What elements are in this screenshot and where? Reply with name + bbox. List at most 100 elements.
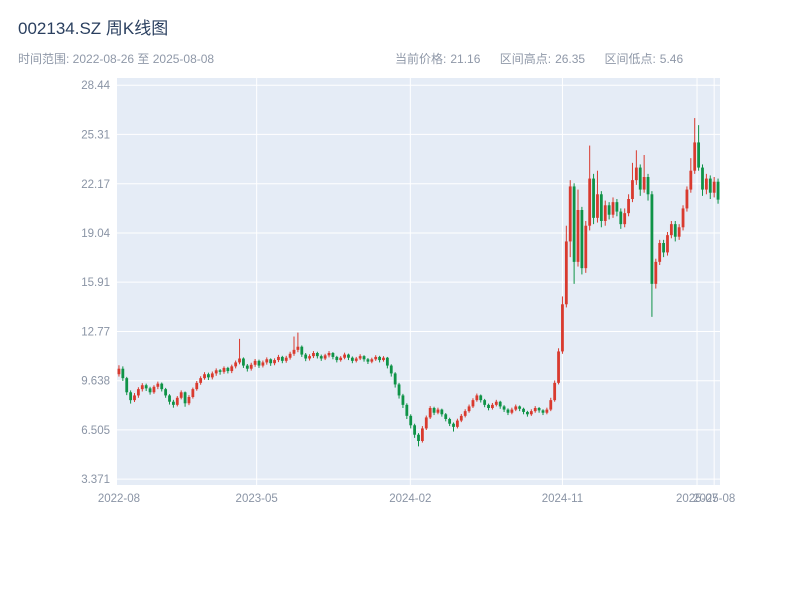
candle-body [347,354,350,358]
candle-body [226,367,230,372]
candle-body [561,304,564,352]
candle-body [436,409,440,413]
candle-body [175,397,179,405]
candle-body [658,243,662,262]
candle-body [323,355,327,359]
stat-label: 区间高点: [499,52,552,66]
candle-body [319,356,323,359]
candle-body [378,356,381,361]
candle-body [164,389,168,396]
candle-body [350,357,354,361]
x-tick-label: 2025-07 [676,493,718,505]
stat-range-low: 区间低点: 5.46 [604,52,683,66]
price-stats: 当前价格: 21.16 区间高点: 26.35 区间低点: 5.46 [395,50,699,67]
y-tick-label: 6.505 [81,425,110,437]
candle-body [537,408,541,411]
candle-body [304,354,308,359]
candle-body [144,385,148,389]
candle-body [510,409,514,413]
candle-body [195,382,199,390]
x-tick-label: 2023-05 [236,493,278,505]
candle-body [576,210,580,262]
candle-body [218,370,222,372]
candle-body [471,400,475,407]
candle-body [448,419,452,424]
candle-body [650,194,654,284]
candle-body [646,177,650,195]
candle-body [642,177,646,190]
candle-body [522,408,525,412]
candle-body [366,359,370,362]
stat-range-high: 区间高点: 26.35 [500,52,585,66]
candle-body [183,392,187,404]
stat-current-price: 当前价格: 21.16 [395,52,480,66]
candle-body [553,382,557,401]
candle-body [385,357,389,366]
candle-body [615,202,619,212]
candle-body [467,406,471,412]
candle-body [343,354,346,358]
candle-body [117,368,121,375]
candle-body [284,357,288,361]
candle-body [603,205,607,221]
candle-body [607,205,611,215]
candle-body [269,359,273,364]
candlestick-series[interactable] [117,118,720,447]
candle-body [623,213,627,225]
candle-body [592,178,595,218]
page-title: 002134.SZ 周K线图 [18,19,169,38]
candle-body [265,359,269,363]
candle-body [475,395,479,401]
plot-area[interactable] [117,78,720,485]
candle-body [168,395,171,402]
candle-body [230,366,234,372]
y-tick-label: 19.04 [81,228,110,240]
candle-body [502,406,506,410]
candle-body [689,170,693,190]
candle-body [662,243,665,253]
candle-body [557,351,560,383]
candle-body [339,357,343,361]
candle-body [277,356,280,361]
candle-body [712,181,716,193]
candle-body [121,368,125,379]
x-tick-label: 2025-08 [693,493,735,505]
candle-body [249,364,253,369]
candle-body [545,409,549,413]
candle-body [234,362,238,367]
candlestick-chart[interactable]: 28.44 25.31 22.17 19.04 15.91 12.77 9.638 6.505… [0,70,800,590]
candle-body [172,401,175,405]
y-tick-label: 25.31 [81,129,110,141]
candle-body [564,241,568,305]
candle-body [253,360,257,365]
candle-body [432,408,436,413]
candle-body [708,178,712,193]
candle-body [409,415,413,426]
candle-body [273,360,276,364]
candle-body [315,353,319,357]
candle-body [308,356,311,359]
x-tick-label: 2022-08 [98,493,140,505]
candle-body [588,178,592,226]
candle-body [203,374,206,379]
candle-body [129,392,133,401]
stat-value: 5.46 [659,52,684,66]
candle-body [187,397,191,404]
candle-body [210,373,214,378]
x-tick-label: 2024-11 [542,493,583,505]
candle-body [584,225,588,269]
candle-body [312,353,315,357]
candle-body [456,420,459,427]
candle-body [529,411,533,415]
candle-body [424,417,428,429]
candle-body [288,353,292,358]
candle-body [354,358,358,361]
candle-body [238,358,241,363]
candle-body [526,411,529,415]
candle-body [148,388,152,393]
candle-body [214,370,218,374]
candle-body [191,389,195,397]
stat-value: 26.35 [555,52,586,66]
candle-body [393,373,397,385]
